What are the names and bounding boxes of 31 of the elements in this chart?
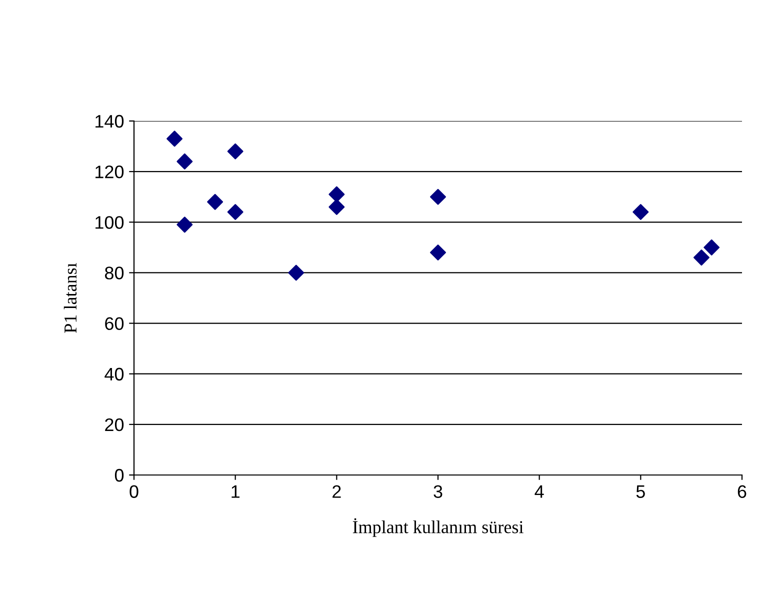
x-axis-title: İmplant kullanım süresi (352, 518, 524, 537)
point (207, 194, 224, 210)
y-tick-label: 100 (96, 216, 124, 229)
point (704, 239, 720, 256)
y-axis-title: P1 latansı (64, 262, 77, 333)
y-tick-label: 0 (114, 468, 124, 482)
point (166, 130, 183, 147)
y-tick-label: 140 (96, 114, 124, 128)
x-tick-label: 0 (130, 485, 138, 498)
point (227, 143, 244, 160)
point (176, 153, 193, 170)
point (430, 188, 446, 205)
point (288, 264, 304, 281)
x-tick-label: 4 (534, 485, 544, 498)
x-tick-label: 6 (738, 485, 746, 498)
y-tick-label: 60 (105, 317, 124, 330)
x-tick-label: 2 (332, 485, 341, 498)
point (227, 204, 244, 220)
y-tick-label: 40 (104, 368, 124, 381)
x-tick-label: 5 (636, 485, 645, 498)
point (328, 186, 345, 202)
y-tick-label: 120 (96, 166, 124, 178)
point (328, 198, 345, 215)
y-tick-label: 80 (104, 266, 124, 280)
x-tick-label: 1 (232, 485, 240, 498)
point (693, 250, 710, 266)
y-tick-label: 20 (105, 418, 124, 432)
point (176, 216, 193, 233)
x-tick-label: 3 (434, 485, 442, 498)
point (430, 244, 446, 260)
point (632, 204, 649, 220)
